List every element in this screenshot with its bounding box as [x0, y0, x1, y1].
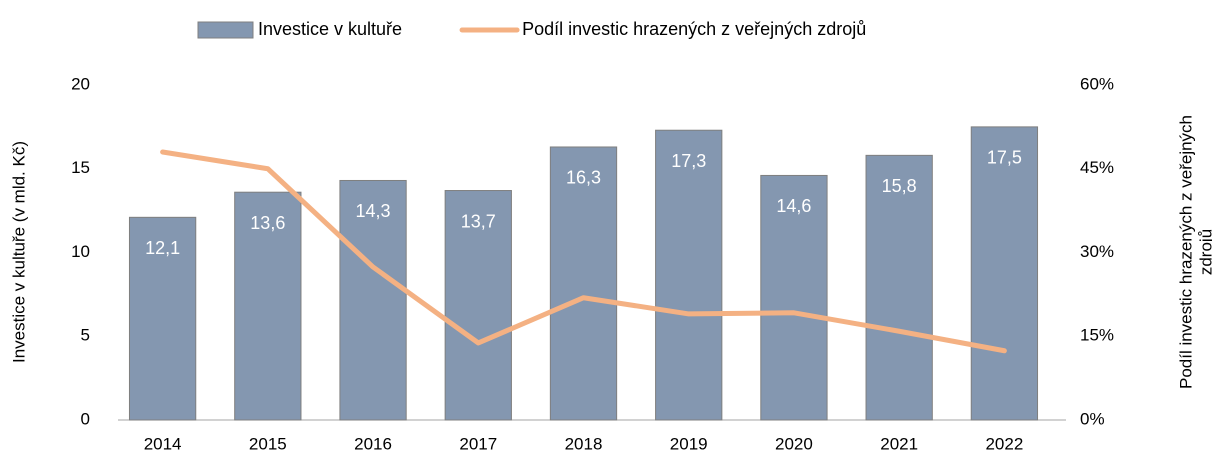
x-tick-label: 2021: [880, 434, 918, 453]
x-tick-label: 2014: [144, 434, 182, 453]
y2-tick-label: 45%: [1080, 158, 1114, 177]
y-axis-title: Investice v kultuře (v mld. Kč): [9, 141, 28, 363]
bar: [444, 190, 512, 421]
y2-tick-label: 30%: [1080, 242, 1114, 261]
data-label: 13,7: [461, 211, 496, 231]
bar: [128, 216, 197, 421]
x-tick-label: 2015: [249, 434, 287, 453]
legend-swatch: [197, 21, 254, 39]
data-label: 17,5: [987, 148, 1022, 168]
x-tick-label: 2019: [670, 434, 708, 453]
data-label: 15,8: [882, 176, 917, 196]
x-tick-label: 2016: [354, 434, 392, 453]
y-tick-label: 15: [71, 158, 90, 177]
x-tick-label: 2022: [985, 434, 1023, 453]
y-tick-label: 0: [81, 409, 90, 428]
y-tick-label: 5: [81, 326, 90, 345]
legend-label: Investice v kultuře: [258, 19, 402, 39]
data-label: 17,3: [671, 151, 706, 171]
data-label: 14,3: [356, 201, 391, 221]
y2-tick-label: 60%: [1080, 74, 1114, 93]
bar: [549, 146, 618, 421]
bar: [655, 129, 723, 421]
legend-label: Podíl investic hrazených z veřejných zdr…: [522, 19, 866, 39]
y2-axis-title: Podíl investic hrazených z veřejných: [1176, 115, 1195, 389]
bar: [760, 174, 828, 421]
y2-tick-label: 0%: [1080, 409, 1105, 428]
y-tick-label: 10: [71, 242, 90, 261]
y2-tick-label: 15%: [1080, 326, 1114, 345]
line: [160, 149, 1007, 354]
x-tick-label: 2017: [459, 434, 497, 453]
bar: [865, 154, 933, 421]
y2-axis-title: zdrojů: [1196, 229, 1212, 275]
bar: [970, 126, 1039, 421]
bar: [339, 179, 407, 421]
data-label: 13,6: [250, 213, 285, 233]
data-label: 12,1: [145, 238, 180, 258]
y-tick-label: 20: [71, 74, 90, 93]
x-tick-label: 2020: [775, 434, 813, 453]
data-label: 14,6: [776, 196, 811, 216]
x-tick-label: 2018: [565, 434, 603, 453]
bar: [234, 191, 302, 421]
data-label: 16,3: [566, 168, 601, 188]
